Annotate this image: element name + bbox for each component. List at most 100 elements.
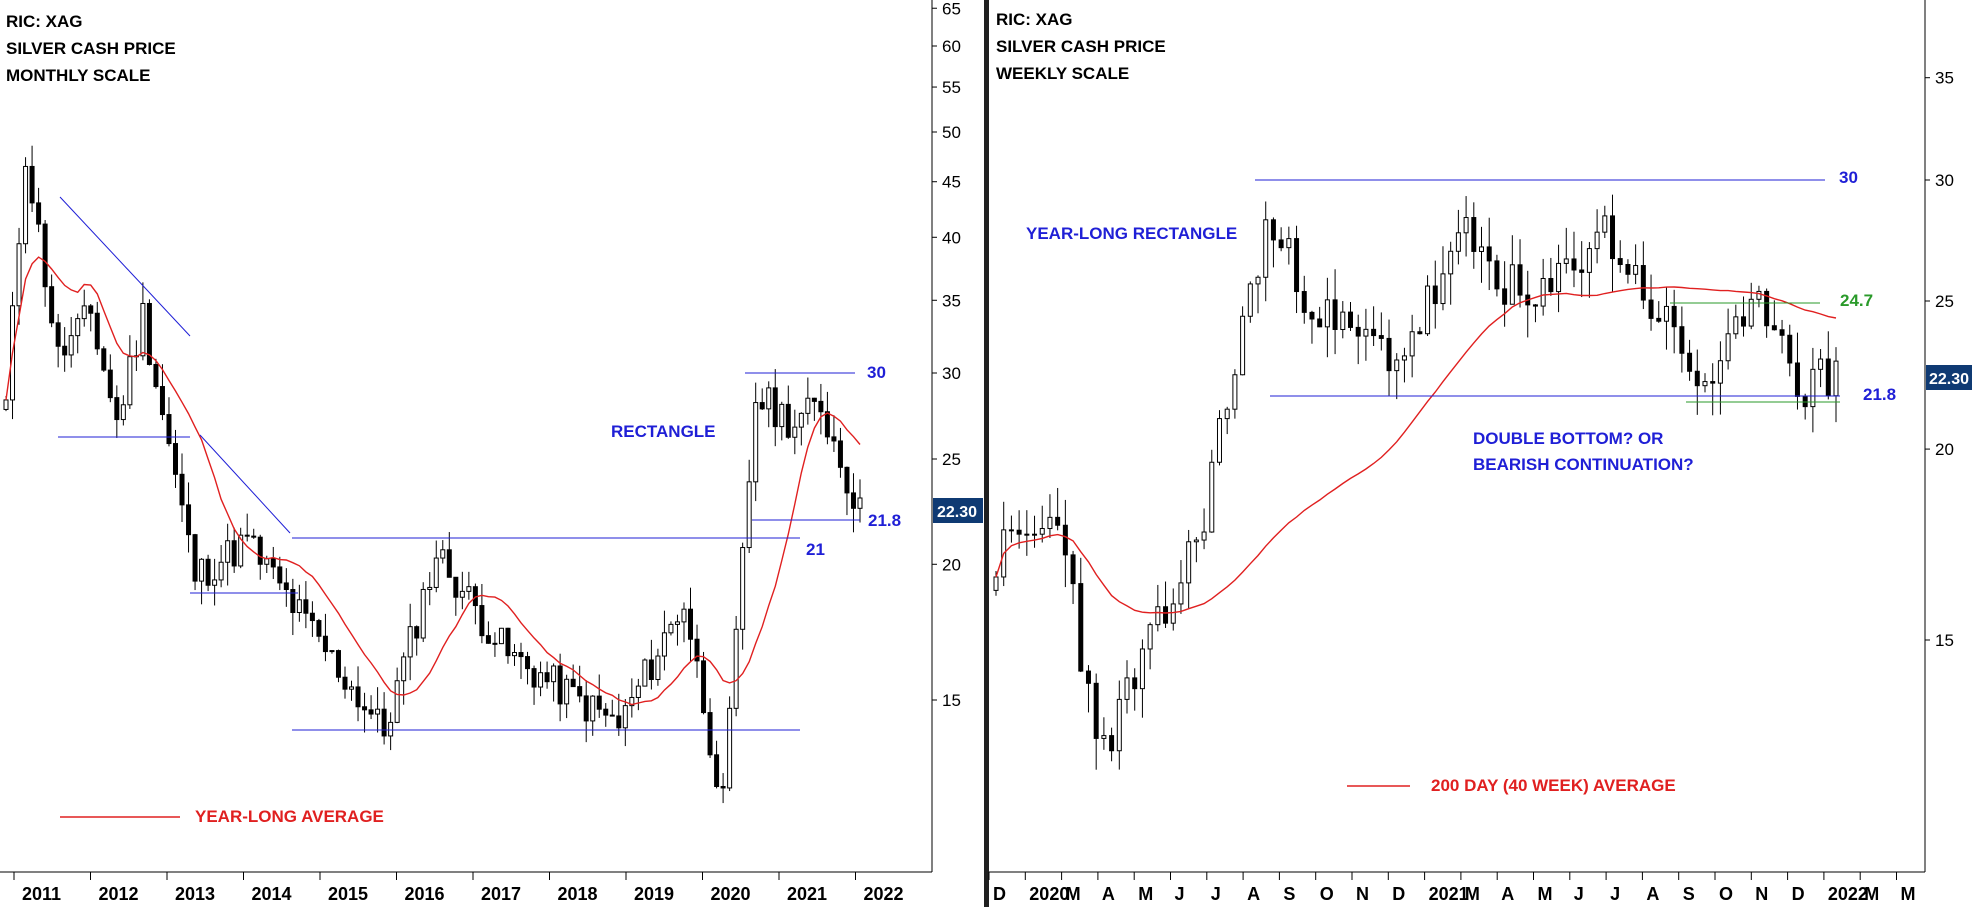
weekly-candle-body	[1278, 239, 1284, 249]
monthly-candle-body	[505, 627, 511, 657]
monthly-candle-body	[701, 660, 707, 714]
weekly-x-tick-label: J	[1610, 884, 1620, 904]
weekly-x-tick-label: M	[1465, 884, 1480, 904]
weekly-x-tick-label: A	[1102, 884, 1115, 904]
weekly-y-tick-label: 35	[1935, 69, 1954, 88]
weekly-candle-body	[1286, 238, 1292, 249]
monthly-candle-body	[570, 678, 576, 688]
monthly-x-tick-label: 2016	[405, 884, 445, 904]
monthly-candle-body	[642, 659, 648, 687]
monthly-candle-body	[564, 678, 570, 705]
monthly-x-axis: 2011 2012 2013 2014 2015 2016 2017 2018 2019 2020…	[13, 872, 904, 904]
monthly-candle-body	[466, 586, 472, 592]
monthly-candle-body	[805, 397, 811, 414]
monthly-candle-body	[251, 535, 257, 538]
monthly-last-price-box	[933, 498, 983, 523]
weekly-candle-body	[1209, 461, 1215, 533]
monthly-y-tick-label: 60	[942, 37, 961, 56]
weekly-candle-body	[1756, 290, 1762, 300]
monthly-candle-body	[55, 322, 61, 347]
weekly-x-tick-label: 2022	[1828, 884, 1868, 904]
weekly-candle-body	[1663, 305, 1669, 322]
weekly-level-30-label: 30	[1839, 168, 1858, 187]
monthly-candle-body	[192, 534, 198, 582]
weekly-x-tick-label: A	[1501, 884, 1514, 904]
monthly-candle-body	[140, 302, 146, 357]
weekly-x-tick-label: S	[1683, 884, 1695, 904]
monthly-candle-body	[49, 286, 55, 324]
monthly-candle-body	[759, 402, 765, 410]
weekly-candle-body	[1540, 277, 1546, 307]
monthly-candle-body	[29, 165, 35, 204]
monthly-candle-body	[153, 363, 159, 388]
monthly-candle-body	[681, 608, 687, 623]
monthly-candle-body	[850, 492, 856, 509]
weekly-header-title: SILVER CASH PRICE	[996, 37, 1166, 56]
weekly-candle-body	[1494, 260, 1500, 290]
weekly-candle-body	[1132, 677, 1138, 690]
weekly-y-tick-label: 30	[1935, 171, 1954, 190]
monthly-candle-body	[609, 714, 615, 717]
monthly-y-tick-label: 65	[942, 0, 961, 18]
monthly-candle-body	[727, 707, 733, 789]
weekly-candle-body	[1178, 582, 1184, 605]
weekly-candle-body	[1556, 262, 1562, 293]
weekly-candle-body	[1679, 326, 1685, 354]
monthly-candle-body	[792, 426, 798, 438]
weekly-candle-body	[1702, 381, 1708, 387]
weekly-candle-body	[1193, 539, 1199, 543]
weekly-candle-body	[1055, 516, 1061, 526]
monthly-candle-body	[401, 656, 407, 682]
monthly-x-tick-label: 2019	[634, 884, 674, 904]
weekly-candle-body	[1386, 337, 1392, 372]
weekly-candle-body	[1163, 606, 1169, 624]
weekly-candle-body	[1633, 265, 1639, 275]
panel-divider	[984, 0, 989, 907]
weekly-candle-body	[1725, 333, 1731, 362]
monthly-candle-body	[538, 672, 544, 688]
monthly-level-21-label: 21	[806, 540, 825, 559]
weekly-candle-body	[1733, 316, 1739, 335]
monthly-candle-body	[329, 650, 335, 653]
weekly-candle-body	[1656, 317, 1662, 322]
weekly-candle-body	[1093, 682, 1099, 739]
weekly-candle-body	[1479, 246, 1485, 252]
monthly-trend-lines	[58, 196, 860, 731]
weekly-y-axis: 35 30 25 20 15	[1925, 69, 1954, 650]
monthly-candle-body	[94, 312, 100, 350]
monthly-candle-body	[857, 497, 863, 509]
monthly-candle-body	[635, 685, 641, 698]
monthly-candle-body	[498, 627, 504, 645]
weekly-x-tick-label: 2021	[1429, 884, 1469, 904]
weekly-candle-body	[1455, 232, 1461, 252]
weekly-x-tick-label: N	[1755, 884, 1768, 904]
weekly-candle-body	[1101, 735, 1107, 739]
weekly-candle-body	[1818, 358, 1824, 370]
weekly-candle-body	[1610, 215, 1616, 260]
weekly-candle-body	[1317, 318, 1323, 328]
weekly-moving-average-line	[995, 286, 1837, 614]
monthly-y-tick-label: 45	[942, 173, 961, 192]
weekly-candle-body	[1016, 529, 1022, 535]
weekly-x-tick-label: M	[1538, 884, 1553, 904]
weekly-candle-body	[1825, 358, 1831, 397]
monthly-candle-body	[688, 608, 694, 640]
monthly-candle-body	[740, 547, 746, 630]
monthly-candle-body	[459, 590, 465, 598]
monthly-downtrend-line-1	[59, 196, 191, 337]
monthly-candle-body	[172, 443, 178, 475]
weekly-candle-body	[1186, 541, 1192, 584]
weekly-candle-body	[1710, 381, 1716, 384]
monthly-y-tick-label: 30	[942, 364, 961, 383]
monthly-candle-body	[3, 399, 9, 410]
monthly-y-tick-label: 20	[942, 555, 961, 574]
weekly-candle-body	[1047, 516, 1053, 530]
monthly-candle-body	[394, 680, 400, 723]
monthly-candle-body	[707, 712, 713, 756]
monthly-candle-body	[433, 557, 439, 588]
monthly-candle-body	[818, 400, 824, 413]
monthly-candle-body	[661, 632, 667, 657]
weekly-candle-body	[1247, 283, 1253, 317]
